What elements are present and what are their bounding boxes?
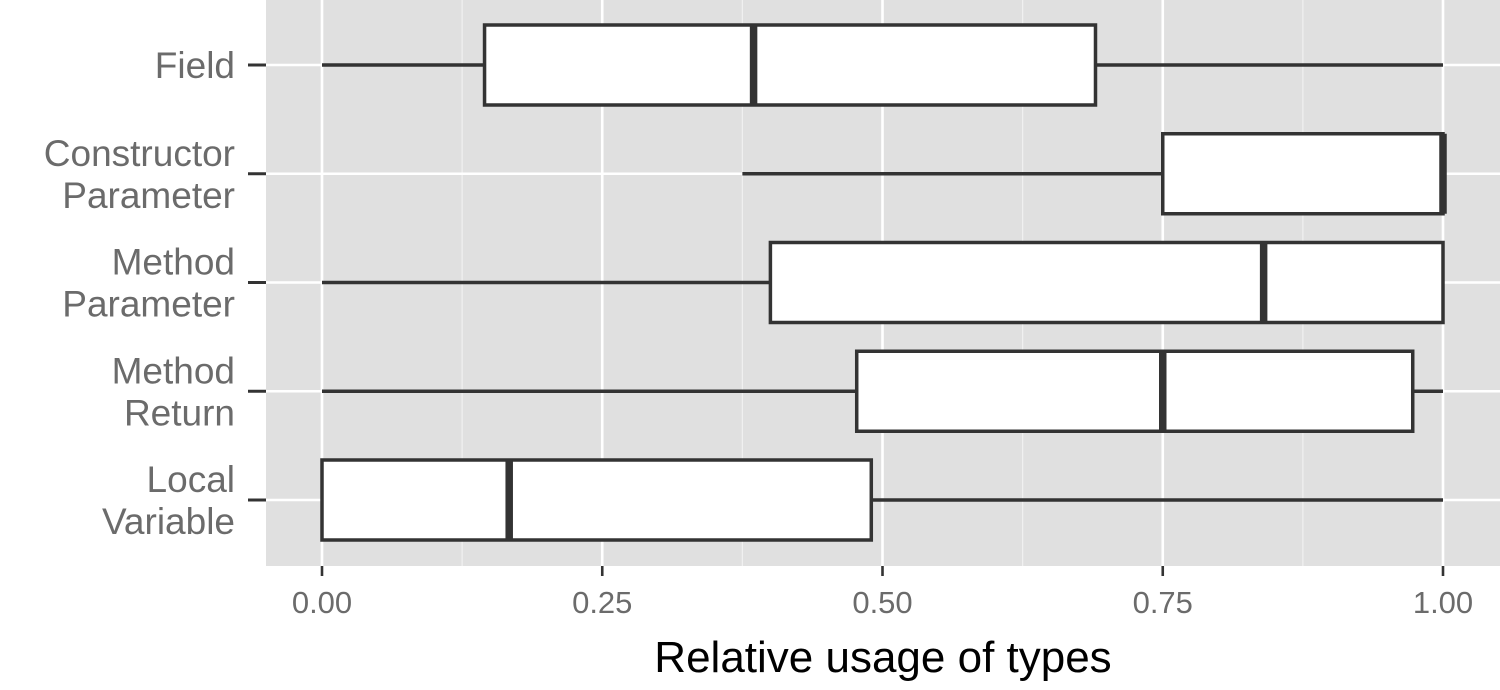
y-tick-label-line: Method [112, 242, 235, 283]
y-tick-label: Method Return [112, 350, 235, 433]
x-tick-label: 1.00 [1413, 585, 1473, 620]
x-axis: 0.00 0.25 0.50 0.75 1.00 [292, 566, 1473, 620]
x-tick-label: 0.25 [572, 585, 632, 620]
y-tick-label-line: Method [112, 350, 235, 391]
iqr-box [854, 349, 1415, 433]
box-method-return [322, 349, 1443, 433]
box-field [322, 23, 1443, 107]
y-tick-label-line: Parameter [62, 175, 235, 216]
y-tick-label: Local Variable [102, 459, 235, 542]
box-local-variable [320, 458, 1443, 542]
y-tick-label-line: Local [147, 459, 235, 500]
y-tick-label: Field [155, 45, 235, 86]
box-method-parameter [322, 240, 1445, 325]
iqr-box [482, 23, 1098, 107]
iqr-box [768, 240, 1445, 325]
y-tick-label-line: Constructor [44, 133, 235, 174]
x-tick-label: 0.00 [292, 585, 352, 620]
y-tick-label-line: Return [124, 392, 235, 433]
y-tick-label: Constructor Parameter [44, 133, 235, 216]
iqr-box [1161, 132, 1445, 216]
boxes [320, 23, 1447, 542]
box-constructor-parameter [742, 132, 1447, 216]
iqr-box [320, 458, 874, 542]
y-tick-label-line: Parameter [62, 284, 235, 325]
x-tick-label: 0.75 [1133, 585, 1193, 620]
x-axis-title: Relative usage of types [654, 633, 1111, 682]
x-tick-label: 0.50 [852, 585, 912, 620]
y-tick-label-line: Variable [102, 501, 235, 542]
y-tick-label: Method Parameter [62, 242, 235, 325]
